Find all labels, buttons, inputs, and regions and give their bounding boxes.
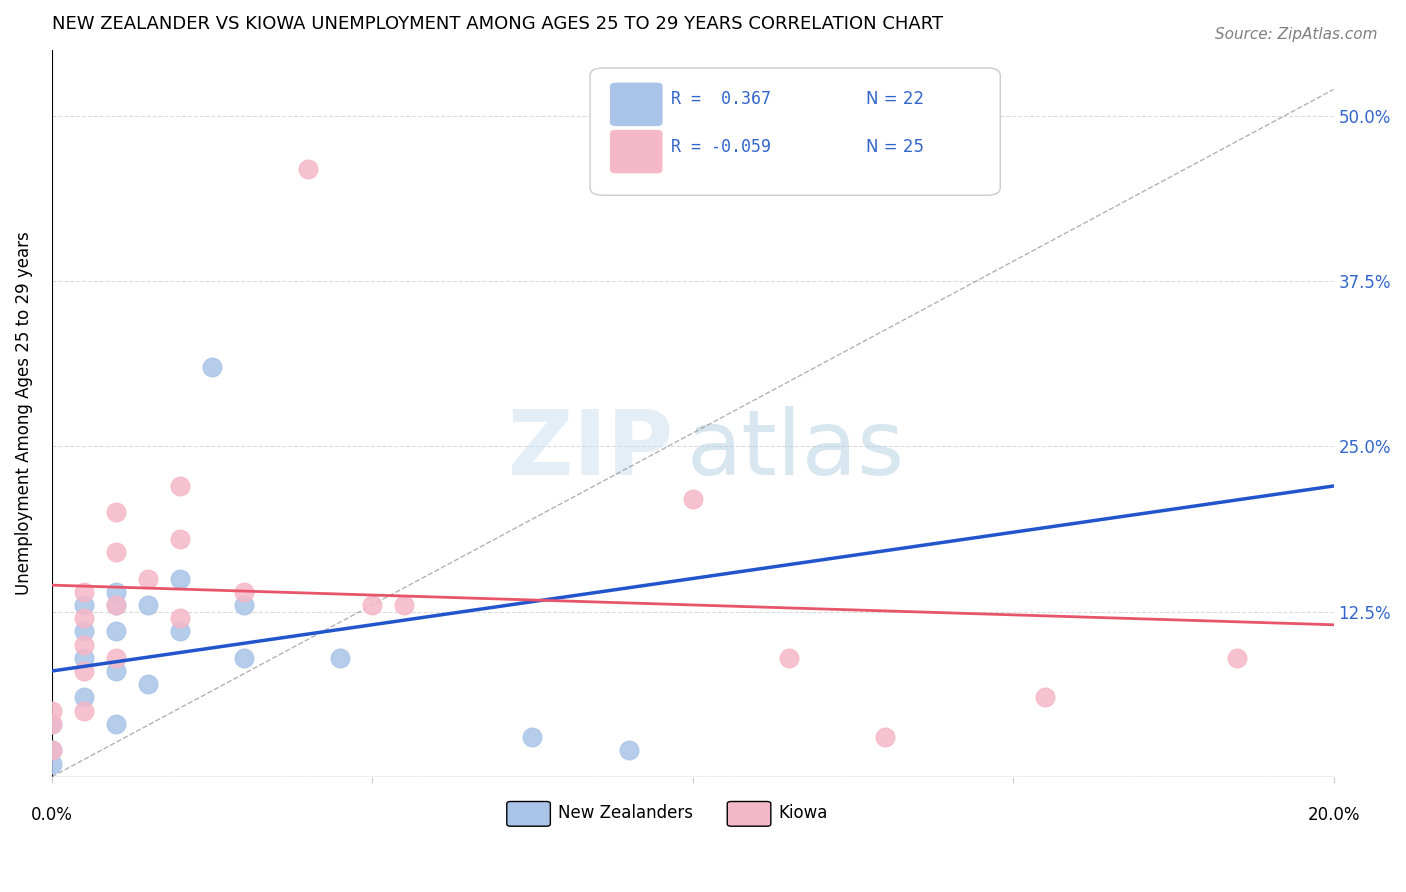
- Text: 20.0%: 20.0%: [1308, 805, 1360, 824]
- Point: [201, 359, 224, 374]
- Point: [41, 756, 63, 771]
- Point: [169, 624, 191, 639]
- Point: [73, 690, 96, 705]
- Text: N = 22: N = 22: [866, 89, 924, 108]
- Point: [1033, 690, 1056, 705]
- Point: [682, 492, 704, 507]
- Point: [104, 664, 127, 678]
- FancyBboxPatch shape: [591, 68, 1000, 195]
- Point: [104, 584, 127, 599]
- Point: [104, 624, 127, 639]
- Point: [73, 638, 96, 652]
- Point: [169, 611, 191, 625]
- Y-axis label: Unemployment Among Ages 25 to 29 years: Unemployment Among Ages 25 to 29 years: [15, 231, 32, 595]
- Point: [104, 545, 127, 559]
- Point: [394, 598, 416, 612]
- Point: [73, 611, 96, 625]
- FancyBboxPatch shape: [610, 83, 662, 126]
- FancyBboxPatch shape: [610, 130, 662, 173]
- Point: [104, 598, 127, 612]
- Point: [329, 650, 352, 665]
- Point: [41, 717, 63, 731]
- Point: [522, 730, 544, 744]
- Point: [297, 161, 319, 176]
- Point: [41, 743, 63, 757]
- Point: [41, 704, 63, 718]
- Point: [41, 743, 63, 757]
- Point: [617, 743, 640, 757]
- Point: [73, 664, 96, 678]
- Text: atlas: atlas: [686, 406, 904, 493]
- Point: [233, 650, 256, 665]
- FancyBboxPatch shape: [727, 802, 770, 826]
- Point: [1226, 650, 1249, 665]
- Point: [73, 624, 96, 639]
- Point: [104, 717, 127, 731]
- Text: 0.0%: 0.0%: [31, 805, 73, 824]
- Point: [73, 704, 96, 718]
- Point: [169, 532, 191, 546]
- Point: [73, 584, 96, 599]
- Text: R = -0.059: R = -0.059: [671, 137, 770, 155]
- Point: [778, 650, 800, 665]
- Point: [136, 598, 159, 612]
- Point: [104, 598, 127, 612]
- Text: N = 25: N = 25: [866, 137, 924, 155]
- Point: [169, 572, 191, 586]
- Text: ZIP: ZIP: [509, 406, 673, 493]
- Point: [104, 650, 127, 665]
- Text: Kiowa: Kiowa: [779, 804, 828, 822]
- Text: R =  0.367: R = 0.367: [671, 89, 770, 108]
- Point: [73, 598, 96, 612]
- Point: [136, 572, 159, 586]
- Text: New Zealanders: New Zealanders: [558, 804, 693, 822]
- Text: Source: ZipAtlas.com: Source: ZipAtlas.com: [1215, 27, 1378, 42]
- Text: NEW ZEALANDER VS KIOWA UNEMPLOYMENT AMONG AGES 25 TO 29 YEARS CORRELATION CHART: NEW ZEALANDER VS KIOWA UNEMPLOYMENT AMON…: [52, 15, 943, 33]
- Point: [873, 730, 896, 744]
- Point: [41, 717, 63, 731]
- FancyBboxPatch shape: [506, 802, 550, 826]
- Point: [104, 505, 127, 519]
- Point: [169, 479, 191, 493]
- Point: [73, 650, 96, 665]
- Point: [233, 598, 256, 612]
- Point: [136, 677, 159, 691]
- Point: [361, 598, 384, 612]
- Point: [233, 584, 256, 599]
